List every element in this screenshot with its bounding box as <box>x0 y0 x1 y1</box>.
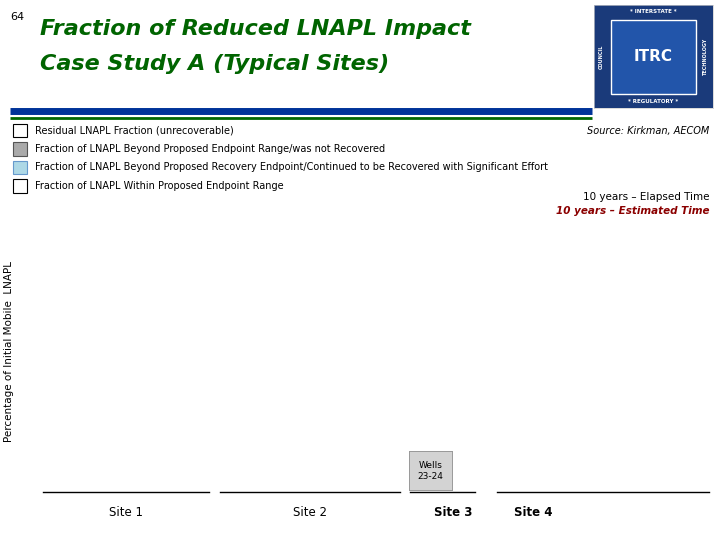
Text: Fraction of LNAPL Beyond Proposed Recovery Endpoint/Continued to be Recovered wi: Fraction of LNAPL Beyond Proposed Recove… <box>35 163 547 172</box>
Text: Source: Kirkman, AECOM: Source: Kirkman, AECOM <box>587 126 709 136</box>
Text: TECHNOLOGY: TECHNOLOGY <box>703 38 708 75</box>
Text: Site 3: Site 3 <box>434 507 473 519</box>
Text: Site 4: Site 4 <box>513 507 552 519</box>
Text: Fraction of LNAPL Beyond Proposed Endpoint Range/was not Recovered: Fraction of LNAPL Beyond Proposed Endpoi… <box>35 144 384 154</box>
Text: Site 1: Site 1 <box>109 507 143 519</box>
Text: COUNCIL: COUNCIL <box>598 44 603 69</box>
Text: Residual LNAPL Fraction (unrecoverable): Residual LNAPL Fraction (unrecoverable) <box>35 126 233 136</box>
Text: Wells
23-24: Wells 23-24 <box>418 461 444 481</box>
Text: Fraction of LNAPL Within Proposed Endpoint Range: Fraction of LNAPL Within Proposed Endpoi… <box>35 181 283 191</box>
Text: Fraction of Reduced LNAPL Impact: Fraction of Reduced LNAPL Impact <box>40 19 470 39</box>
Text: 10 years – Elapsed Time: 10 years – Elapsed Time <box>582 192 709 201</box>
Text: 10 years – Estimated Time: 10 years – Estimated Time <box>556 206 709 215</box>
Bar <box>611 20 696 93</box>
Text: * REGULATORY *: * REGULATORY * <box>629 99 678 104</box>
Text: Site 2: Site 2 <box>292 507 327 519</box>
Text: Percentage of Initial Mobile  LNAPL: Percentage of Initial Mobile LNAPL <box>4 260 14 442</box>
Text: Case Study A (Typical Sites): Case Study A (Typical Sites) <box>40 54 389 74</box>
Text: 64: 64 <box>10 12 24 22</box>
Text: ITRC: ITRC <box>634 49 673 64</box>
Text: * INTERSTATE *: * INTERSTATE * <box>630 9 677 14</box>
